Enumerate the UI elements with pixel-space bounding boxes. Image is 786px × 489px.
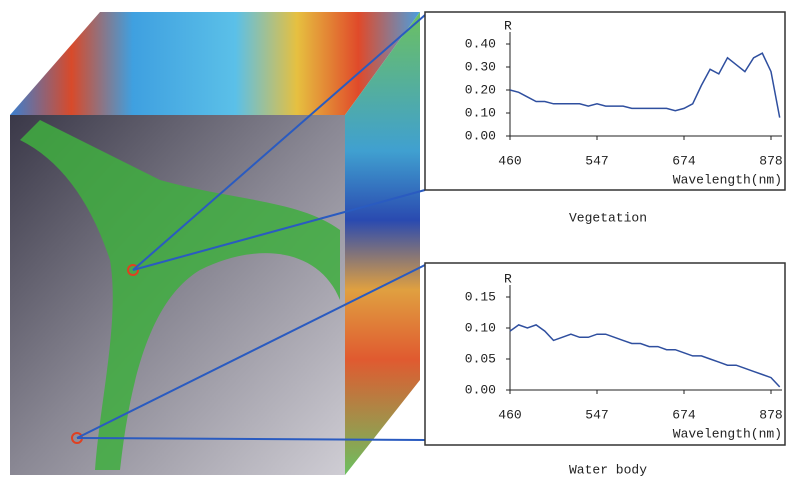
y-tick-label: 0.10 (465, 320, 496, 335)
hyperspectral-cube (10, 12, 420, 475)
connector (132, 14, 426, 271)
x-tick-label: 674 (672, 153, 696, 168)
y-tick-label: 0.00 (465, 382, 496, 397)
spectrum-line (509, 52, 781, 118)
cube-top (10, 12, 420, 115)
y-tick-label: 0.15 (465, 289, 496, 304)
y-tick-label: 0.30 (465, 59, 496, 74)
chart-frame (424, 11, 786, 191)
vegetation-point (127, 264, 139, 276)
connectors (76, 14, 426, 441)
x-tick-label: 547 (585, 153, 608, 168)
chart-title: Vegetation (569, 210, 647, 225)
y-tick-label: 0.00 (465, 128, 496, 143)
x-tick-label: 674 (672, 407, 696, 422)
y-tick-label: 0.10 (465, 105, 496, 120)
y-axis-label: R (504, 271, 512, 286)
chart-frame (424, 262, 786, 446)
x-tick-label: 460 (498, 407, 521, 422)
y-tick-label: 0.40 (465, 36, 496, 51)
vegetation-area (20, 120, 340, 470)
x-tick-label: 547 (585, 407, 608, 422)
y-axis-label: R (504, 18, 512, 33)
x-tick-label: 878 (759, 407, 782, 422)
cube-side (345, 12, 420, 475)
y-tick-label: 0.20 (465, 82, 496, 97)
x-tick-label: 460 (498, 153, 521, 168)
x-axis-label: Wavelength(nm) (673, 172, 782, 187)
x-tick-label: 878 (759, 153, 782, 168)
chart-title: Water body (569, 462, 647, 477)
y-tick-label: 0.05 (465, 351, 496, 366)
connector (76, 437, 426, 441)
connector (132, 189, 426, 271)
spectrum-line (509, 324, 781, 388)
connector (76, 264, 426, 439)
x-axis-label: Wavelength(nm) (673, 426, 782, 441)
